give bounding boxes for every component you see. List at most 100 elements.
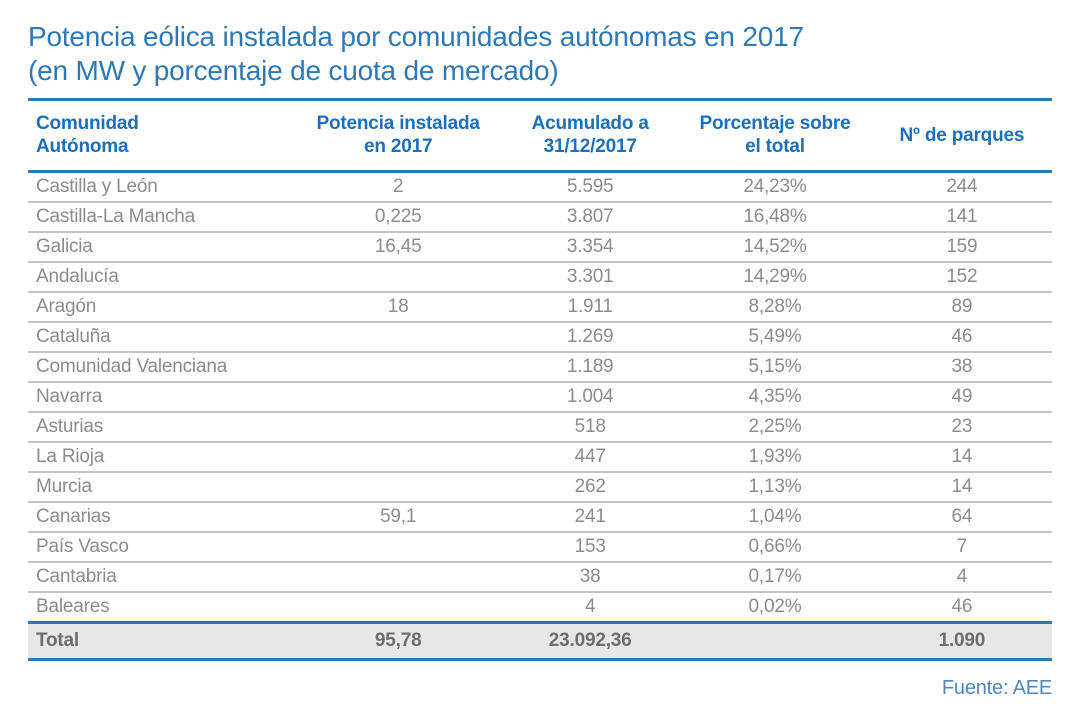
table-cell: 244 <box>871 171 1052 203</box>
community-name-cell: Cantabria <box>28 562 295 593</box>
table-cell: 3.354 <box>502 232 679 263</box>
table-cell <box>294 352 503 383</box>
table-cell: 1,04% <box>678 502 872 533</box>
community-name-cell: Galicia <box>28 232 295 263</box>
table-cell: 14 <box>871 472 1052 503</box>
table-cell <box>294 262 503 293</box>
header-row: Comunidad Autónoma Potencia instalada en… <box>28 99 1052 173</box>
community-name-cell: Andalucía <box>28 262 295 293</box>
table-cell <box>294 592 502 623</box>
total-acumulado: 23.092,36 <box>502 621 679 661</box>
table-cell: 18 <box>294 292 503 323</box>
community-name-cell: Comunidad Valenciana <box>28 352 295 383</box>
table-cell: 16,45 <box>294 232 503 263</box>
table-cell: 7 <box>871 532 1052 563</box>
community-name-cell: Murcia <box>28 472 295 503</box>
table-cell <box>294 412 503 443</box>
col-header-potencia-2017: Potencia instalada en 2017 <box>294 99 503 173</box>
total-parques: 1.090 <box>871 621 1052 661</box>
table-cell: 4,35% <box>678 382 872 413</box>
table-cell: 152 <box>871 262 1052 293</box>
table-row: País Vasco 153 0,66% 7 <box>28 532 1052 563</box>
table-cell <box>294 532 503 563</box>
community-name-cell: Baleares <box>36 596 110 617</box>
community-name-cell: País Vasco <box>28 532 295 563</box>
col-header-acumulado: Acumulado a 31/12/2017 <box>502 99 679 173</box>
table-cell: 59,1 <box>294 502 503 533</box>
table-cell: 16,48% <box>678 202 872 233</box>
col-header-parques: Nº de parques <box>871 99 1052 173</box>
table-row: Galicia 16,45 3.354 14,52% 159 <box>28 232 1052 263</box>
table-cell <box>294 472 503 503</box>
table-cell: 1,93% <box>678 442 872 473</box>
table-cell: 3.807 <box>502 202 679 233</box>
table-cell: 14,29% <box>678 262 872 293</box>
table-row: Aragón 18 1.911 8,28% 89 <box>28 292 1052 323</box>
page-title-line2: (en MW y porcentaje de cuota de mercado) <box>28 55 559 86</box>
table-cell: 89 <box>871 292 1052 323</box>
community-name-cell: Asturias <box>28 412 295 443</box>
page-title-line1: Potencia eólica instalada por comunidade… <box>28 21 804 52</box>
table-row: La Rioja 447 1,93% 14 <box>28 442 1052 473</box>
table-cell: 5.595 <box>502 171 679 203</box>
table-cell: 262 <box>502 472 679 503</box>
table-cell <box>294 382 503 413</box>
table-row: Canarias 59,1 241 1,04% 64 <box>28 502 1052 533</box>
table-cell <box>294 562 503 593</box>
table-cell: 14 <box>871 442 1052 473</box>
table-row: Andalucía 3.301 14,29% 152 <box>28 262 1052 293</box>
community-name-cell: Castilla-La Mancha <box>28 202 295 233</box>
table-header: Comunidad Autónoma Potencia instalada en… <box>28 99 1052 173</box>
table-cell <box>294 322 503 353</box>
table-row: Navarra 1.004 4,35% 49 <box>28 382 1052 413</box>
table-cell: 141 <box>871 202 1052 233</box>
community-name-cell: Cataluña <box>28 322 295 353</box>
table-row: Cantabria 38 0,17% 4 <box>28 562 1052 593</box>
table-cell: 46 <box>871 322 1052 353</box>
table-cell: 1,13% <box>678 472 872 503</box>
col-header-porcentaje: Porcentaje sobre el total <box>678 99 872 173</box>
table-cell: 5,15% <box>678 352 872 383</box>
total-row: Total 95,78 23.092,36 1.090 <box>28 621 1052 661</box>
community-name-cell: Canarias <box>28 502 295 533</box>
community-name-cell: Aragón <box>28 292 295 323</box>
table-cell: 241 <box>502 502 679 533</box>
table-cell: 0,02% <box>748 596 802 617</box>
table-cell: 38 <box>871 352 1052 383</box>
table-row: Castilla y León 2 5.595 24,23% 244 <box>28 171 1052 203</box>
table-cell: 38 <box>502 562 679 593</box>
table-cell: 0,66% <box>678 532 872 563</box>
table-cell: 159 <box>871 232 1052 263</box>
table-row: Castilla-La Mancha 0,225 3.807 16,48% 141 <box>28 202 1052 233</box>
table-cell: 5,49% <box>678 322 872 353</box>
table-cell: 1.004 <box>502 382 679 413</box>
table-cell: 2,25% <box>678 412 872 443</box>
table-row: Asturias 518 2,25% 23 <box>28 412 1052 443</box>
table-cell: 1.269 <box>502 322 679 353</box>
total-label: Total <box>28 621 295 661</box>
table-cell: 2 <box>294 171 503 203</box>
community-name-cell: Castilla y León <box>28 171 295 203</box>
table-cell: 447 <box>502 442 679 473</box>
table-cell: 8,28% <box>678 292 872 323</box>
community-name-cell: Navarra <box>28 382 295 413</box>
total-potencia-2017: 95,78 <box>294 621 503 661</box>
table-cell: 64 <box>871 502 1052 533</box>
table-row: Murcia 262 1,13% 14 <box>28 472 1052 503</box>
table-body: Castilla y León 2 5.595 24,23% 244 Castilla-L… <box>28 171 1052 623</box>
table-cell: 0,17% <box>678 562 872 593</box>
table-cell: 4 <box>584 596 596 617</box>
table-row: Cataluña 1.269 5,49% 46 <box>28 322 1052 353</box>
table-cell: 23 <box>871 412 1052 443</box>
table-cell: 24,23% <box>678 171 872 203</box>
col-header-comunidad: Comunidad Autónoma <box>28 99 295 173</box>
table-cell: 0,225 <box>294 202 503 233</box>
table-cell: 14,52% <box>678 232 872 263</box>
table-row: Baleares 4 0,02% 46 <box>28 592 1052 623</box>
wind-power-table: Comunidad Autónoma Potencia instalada en… <box>28 98 1052 661</box>
page-title: Potencia eólica instalada por comunidade… <box>28 20 1052 88</box>
table-cell: 3.301 <box>502 262 679 293</box>
table-cell: 153 <box>502 532 679 563</box>
table-cell: 518 <box>502 412 679 443</box>
